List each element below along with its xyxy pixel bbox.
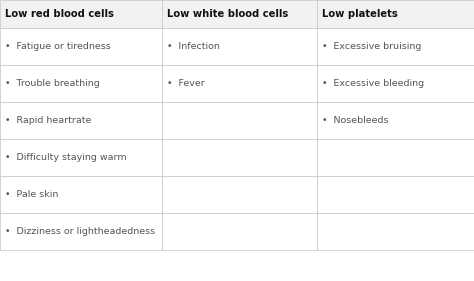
Text: •  Excessive bleeding: • Excessive bleeding bbox=[322, 79, 424, 88]
Text: Low white blood cells: Low white blood cells bbox=[167, 9, 288, 19]
FancyBboxPatch shape bbox=[0, 0, 162, 28]
Text: Low red blood cells: Low red blood cells bbox=[5, 9, 114, 19]
FancyBboxPatch shape bbox=[0, 139, 162, 176]
Text: •  Fatigue or tiredness: • Fatigue or tiredness bbox=[5, 42, 110, 51]
Text: •  Nosebleeds: • Nosebleeds bbox=[322, 116, 388, 125]
Text: •  Dizziness or lightheadedness: • Dizziness or lightheadedness bbox=[5, 227, 155, 236]
FancyBboxPatch shape bbox=[317, 65, 474, 102]
FancyBboxPatch shape bbox=[0, 213, 162, 250]
Text: •  Excessive bruising: • Excessive bruising bbox=[322, 42, 421, 51]
FancyBboxPatch shape bbox=[162, 65, 317, 102]
Text: •  Difficulty staying warm: • Difficulty staying warm bbox=[5, 153, 127, 162]
FancyBboxPatch shape bbox=[0, 176, 162, 213]
FancyBboxPatch shape bbox=[0, 102, 162, 139]
FancyBboxPatch shape bbox=[0, 28, 162, 65]
Text: •  Infection: • Infection bbox=[167, 42, 219, 51]
Text: •  Trouble breathing: • Trouble breathing bbox=[5, 79, 100, 88]
FancyBboxPatch shape bbox=[162, 102, 317, 139]
FancyBboxPatch shape bbox=[317, 176, 474, 213]
Text: Low platelets: Low platelets bbox=[322, 9, 398, 19]
Text: •  Pale skin: • Pale skin bbox=[5, 190, 58, 199]
FancyBboxPatch shape bbox=[162, 0, 317, 28]
Text: •  Rapid heartrate: • Rapid heartrate bbox=[5, 116, 91, 125]
FancyBboxPatch shape bbox=[317, 0, 474, 28]
FancyBboxPatch shape bbox=[162, 139, 317, 176]
FancyBboxPatch shape bbox=[317, 139, 474, 176]
FancyBboxPatch shape bbox=[162, 28, 317, 65]
FancyBboxPatch shape bbox=[317, 102, 474, 139]
FancyBboxPatch shape bbox=[162, 213, 317, 250]
FancyBboxPatch shape bbox=[317, 213, 474, 250]
FancyBboxPatch shape bbox=[317, 28, 474, 65]
FancyBboxPatch shape bbox=[162, 176, 317, 213]
Text: •  Fever: • Fever bbox=[167, 79, 204, 88]
FancyBboxPatch shape bbox=[0, 65, 162, 102]
